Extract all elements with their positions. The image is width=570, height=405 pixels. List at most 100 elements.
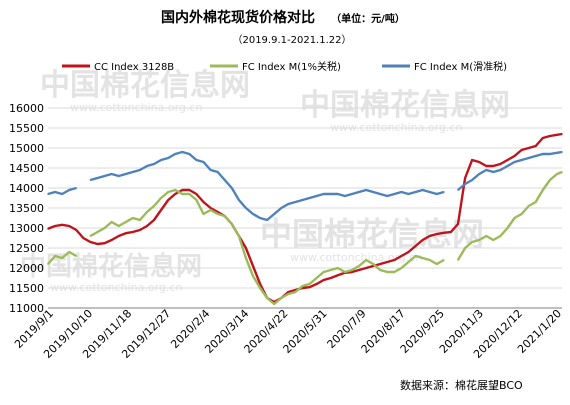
data-point [556, 152, 558, 154]
data-point [103, 227, 106, 229]
data-point [534, 155, 537, 157]
data-point [485, 235, 488, 237]
data-point [61, 224, 63, 226]
y-tick-label: 16000 [9, 102, 44, 115]
data-point [492, 239, 495, 241]
data-point [421, 257, 424, 259]
data-point [520, 159, 523, 161]
data-point [96, 231, 99, 233]
data-point [358, 191, 360, 193]
data-point [330, 277, 332, 279]
data-point [499, 163, 502, 165]
data-point [68, 251, 70, 253]
data-point [103, 242, 106, 244]
data-point [209, 169, 212, 171]
data-point [534, 201, 537, 203]
data-point [160, 197, 162, 199]
data-point [117, 175, 120, 177]
watermark-brand: 中国棉花信息网 [260, 215, 484, 253]
chart-title: 国内外棉花现货价格对比 [161, 9, 315, 26]
data-point [549, 153, 551, 155]
data-point [457, 223, 459, 225]
data-point [238, 199, 240, 201]
data-point [506, 227, 509, 229]
data-point [54, 191, 56, 193]
data-point [160, 209, 162, 211]
data-point [499, 235, 502, 237]
data-point [132, 171, 134, 173]
data-point [492, 171, 495, 173]
data-point [202, 201, 205, 203]
data-point [414, 191, 417, 193]
data-point [365, 189, 367, 191]
data-point [308, 197, 311, 199]
data-point [527, 147, 530, 149]
data-point [471, 241, 473, 243]
data-point [188, 189, 191, 191]
series-line [47, 186, 77, 196]
data-point [344, 271, 346, 273]
data-point [167, 191, 169, 193]
data-point [68, 225, 70, 227]
data-point [294, 201, 297, 203]
data-point [337, 267, 339, 269]
data-point [506, 159, 509, 161]
y-tick-label: 14500 [9, 162, 44, 175]
data-point [110, 239, 113, 241]
data-point [47, 263, 49, 265]
data-point [287, 291, 290, 293]
data-point [132, 231, 134, 233]
data-point [89, 235, 92, 237]
series-line [456, 170, 563, 261]
data-point [485, 165, 488, 167]
data-point [450, 231, 452, 233]
data-point [457, 259, 459, 261]
data-point [485, 169, 488, 171]
data-point [379, 263, 382, 265]
data-point [181, 193, 184, 195]
data-point [344, 195, 346, 197]
data-point [436, 193, 438, 195]
data-point [478, 161, 481, 163]
data-point [125, 221, 127, 223]
data-point [252, 265, 254, 267]
data-point [209, 209, 212, 211]
data-point [308, 286, 311, 289]
data-point [202, 161, 205, 163]
data-point [153, 163, 155, 165]
data-point [421, 189, 424, 191]
data-point [513, 217, 516, 219]
legend-label: FC Index M(滑准税) [414, 60, 507, 73]
data-point [386, 261, 389, 263]
data-point [315, 277, 318, 279]
data-point [153, 219, 155, 221]
data-point [315, 283, 318, 285]
data-point [400, 255, 403, 257]
data-point [556, 173, 558, 175]
data-point [322, 271, 325, 273]
data-point [252, 213, 254, 215]
data-point [103, 175, 106, 177]
y-tick-label: 13000 [9, 222, 44, 235]
data-point [153, 205, 155, 207]
data-point [478, 173, 481, 175]
data-point [167, 157, 169, 159]
data-point [527, 157, 530, 159]
data-point [139, 219, 141, 221]
data-point [82, 237, 85, 239]
data-point [68, 189, 70, 191]
y-tick-label: 13500 [9, 202, 44, 215]
data-point [478, 239, 481, 241]
data-point [428, 191, 431, 193]
data-point [273, 213, 276, 215]
data-point [372, 263, 375, 265]
data-point [287, 203, 290, 205]
data-point [499, 169, 502, 171]
data-point [520, 149, 523, 151]
data-point [75, 255, 78, 257]
data-point [259, 283, 261, 285]
data-point [195, 159, 198, 161]
data-point [337, 274, 339, 277]
